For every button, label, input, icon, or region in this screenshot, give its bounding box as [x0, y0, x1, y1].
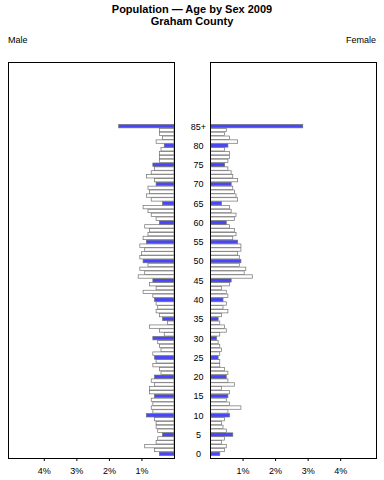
- svg-text:1%: 1%: [237, 466, 250, 476]
- svg-text:10: 10: [193, 411, 203, 421]
- svg-text:20: 20: [193, 372, 203, 382]
- svg-text:70: 70: [193, 179, 203, 189]
- svg-text:2%: 2%: [103, 466, 116, 476]
- html-text:Graham County: Graham County: [150, 15, 234, 27]
- svg-text:55: 55: [193, 237, 203, 247]
- svg-text:25: 25: [193, 353, 203, 363]
- svg-text:15: 15: [193, 391, 203, 401]
- svg-text:35: 35: [193, 314, 203, 324]
- svg-text:4%: 4%: [334, 466, 347, 476]
- html-text:Population — Age by Sex 2009: Population — Age by Sex 2009: [111, 3, 273, 15]
- html-text:Male: Male: [8, 35, 28, 45]
- svg-text:2%: 2%: [269, 466, 282, 476]
- html-text:Female: Female: [346, 35, 376, 45]
- svg-text:0: 0: [196, 449, 201, 459]
- svg-text:3%: 3%: [70, 466, 83, 476]
- svg-text:75: 75: [193, 160, 203, 170]
- svg-text:80: 80: [193, 141, 203, 151]
- svg-text:60: 60: [193, 218, 203, 228]
- svg-text:3%: 3%: [302, 466, 315, 476]
- svg-text:4%: 4%: [38, 466, 51, 476]
- svg-text:50: 50: [193, 256, 203, 266]
- svg-text:30: 30: [193, 334, 203, 344]
- svg-text:40: 40: [193, 295, 203, 305]
- svg-text:45: 45: [193, 276, 203, 286]
- svg-text:1%: 1%: [135, 466, 148, 476]
- svg-text:5: 5: [196, 430, 201, 440]
- svg-text:85+: 85+: [191, 122, 206, 132]
- svg-text:65: 65: [193, 199, 203, 209]
